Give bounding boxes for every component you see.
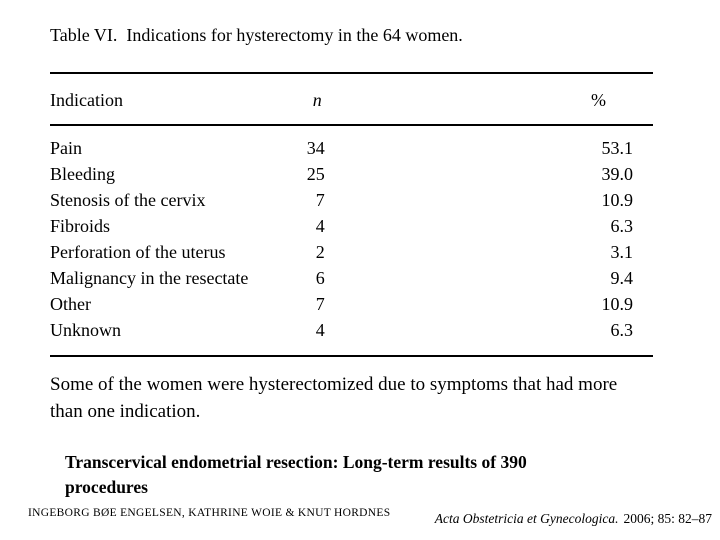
journal-name: Acta Obstetricia et Gynecologica. [434,511,619,526]
table-row: Unknown 4 6.3 [50,317,653,356]
cell-percent: 53.1 [601,138,634,158]
table-row: Perforation of the uterus 2 3.1 [50,239,653,265]
citation-line: Acta Obstetricia et Gynecologica. 2006; 8… [435,511,712,527]
cell-percent: 3.1 [610,242,634,262]
cell-n: 25 [306,164,325,184]
table-header: Indication n % [50,73,653,125]
cell-percent: 39.0 [601,164,634,184]
cell-n: 4 [315,216,325,236]
indications-table: Indication n % Pain 34 53.1 Bleeding 25 … [50,72,653,357]
cell-indication: Other [50,294,91,314]
article-title: Transcervical endometrial resection: Lon… [65,452,527,497]
column-header-indication: Indication [50,90,123,110]
table-row: Other 7 10.9 [50,291,653,317]
column-header-n: n [312,90,322,110]
cell-n: 6 [315,268,325,288]
table-row: Pain 34 53.1 [50,125,653,161]
cell-n: 4 [315,320,325,340]
table-body: Pain 34 53.1 Bleeding 25 39.0 Stenosis o… [50,125,653,356]
citation-detail: 2006; 85: 82–87 [623,511,712,526]
cell-indication: Malignancy in the resectate [50,268,249,288]
table-row: Fibroids 4 6.3 [50,213,653,239]
cell-percent: 6.3 [610,216,634,236]
table-row: Malignancy in the resectate 6 9.4 [50,265,653,291]
authors-line: INGEBORG BØE ENGELSEN, KATHRINE WOIE & K… [28,507,391,519]
cell-indication: Unknown [50,320,121,340]
cell-n: 2 [315,242,325,262]
cell-n: 7 [315,294,325,314]
cell-percent: 10.9 [601,294,634,314]
cell-indication: Stenosis of the cervix [50,190,206,210]
table-row: Stenosis of the cervix 7 10.9 [50,187,653,213]
column-header-percent: % [591,90,606,110]
cell-indication: Perforation of the uterus [50,242,226,262]
cell-percent: 9.4 [610,268,634,288]
table-header-row: Indication n % [50,73,653,125]
table-caption: Table VI. Indications for hysterectomy i… [50,25,463,45]
table-row: Bleeding 25 39.0 [50,161,653,187]
table-vi-block: Table VI. Indications for hysterectomy i… [50,24,653,425]
cell-percent: 10.9 [601,190,634,210]
cell-percent: 6.3 [610,320,634,340]
cell-indication: Bleeding [50,164,115,184]
cell-indication: Fibroids [50,216,111,236]
cell-n: 34 [306,138,325,158]
cell-indication: Pain [50,138,83,158]
table-footnote: Some of the women were hysterectomized d… [50,374,618,422]
cell-n: 7 [315,190,325,210]
